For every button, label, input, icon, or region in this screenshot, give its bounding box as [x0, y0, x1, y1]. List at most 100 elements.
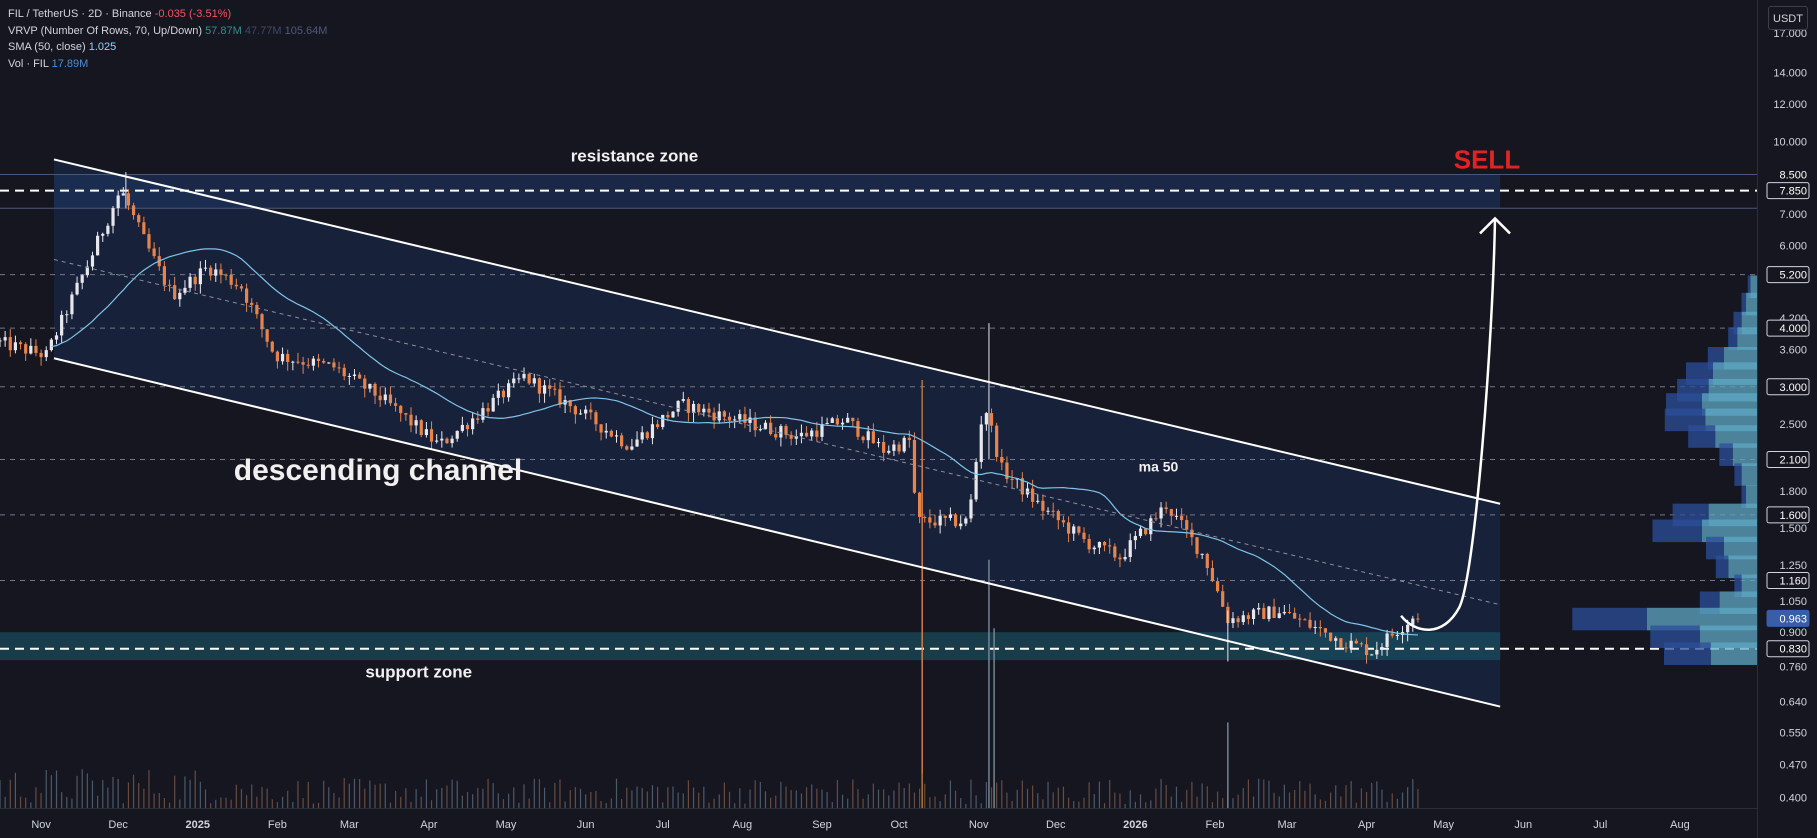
legend-vrvp-row[interactable]: VRVP (Number Of Rows, 70, Up/Down) 57.87…: [8, 23, 327, 40]
x-axis: Nov Dec 2025 Feb Mar Apr May Jun Jul Aug Sep Oct Nov…: [0, 808, 1817, 838]
volume-bar: [210, 803, 212, 808]
volume-bar: [343, 778, 345, 808]
x-tick-label: Aug: [1670, 819, 1690, 831]
candle-body: [979, 424, 983, 462]
candle-body: [1354, 640, 1358, 644]
candle-body: [517, 378, 521, 380]
legend-vol-row[interactable]: Vol · FIL 17.89M: [8, 56, 327, 73]
channel-layer[interactable]: [53, 158, 1511, 708]
legend-symbol-row[interactable]: FIL / TetherUS · 2D · Binance -0.035 (-3…: [8, 6, 327, 23]
candle-body: [681, 399, 685, 401]
volume-bar: [975, 795, 977, 808]
candle-body: [1200, 553, 1204, 555]
annotation-ma-50[interactable]: ma 50: [1139, 458, 1179, 474]
y-price-tag-label: 0.963: [1779, 613, 1807, 625]
candle-body: [101, 233, 105, 236]
volume-bar: [954, 790, 957, 808]
volume-bar: [410, 801, 412, 808]
candle-body: [316, 358, 321, 361]
candle-body: [527, 373, 531, 384]
candle-body: [717, 411, 721, 421]
volume-bar: [533, 778, 535, 808]
volume-bar: [1001, 780, 1003, 808]
candle-body: [486, 408, 490, 412]
legend-sma-row[interactable]: SMA (50, close) 1.025: [8, 39, 327, 56]
volume-bar: [924, 783, 926, 808]
volume-bar: [66, 796, 68, 808]
volume-bar: [1237, 794, 1239, 808]
currency-unit-button[interactable]: USDT: [1768, 6, 1808, 30]
annotation-support-zone[interactable]: support zone: [365, 663, 472, 682]
candle-body: [871, 431, 875, 444]
candle-body: [363, 378, 367, 389]
volume-bar: [862, 798, 864, 808]
candle-body: [260, 314, 264, 330]
y-tick-label: 1.800: [1779, 486, 1807, 498]
volume-bar: [903, 788, 905, 808]
y-tick-label: 14.000: [1773, 68, 1807, 80]
legend-vrvp-value-2: 47.77M: [244, 24, 282, 37]
volume-bar: [1283, 784, 1285, 808]
candle-body: [70, 294, 74, 315]
x-tick-label: May: [496, 819, 517, 831]
volume-bar: [970, 779, 972, 808]
candle-body: [1020, 478, 1024, 495]
channel-lower-line[interactable]: [53, 357, 1501, 708]
y-price-tag-box[interactable]: [1766, 378, 1810, 396]
y-axis-background: [1757, 0, 1817, 838]
projection-arrow-path[interactable]: [1400, 218, 1497, 631]
volume-bar: [1016, 789, 1018, 808]
candle-body: [825, 422, 829, 424]
candle-body: [763, 422, 768, 430]
resistance-zone-box[interactable]: [53, 174, 1501, 209]
candle-body: [1128, 540, 1132, 558]
y-price-tag-box[interactable]: [1766, 319, 1810, 337]
y-price-tag-box[interactable]: [1766, 450, 1810, 468]
volume-bar: [1340, 796, 1342, 808]
y-price-tag-box[interactable]: [1766, 640, 1810, 658]
annotation-resistance-zone[interactable]: resistance zone: [571, 147, 699, 166]
candle-body: [481, 408, 485, 420]
candle-body: [1349, 640, 1353, 649]
volume-bar: [852, 779, 854, 808]
candle-body: [835, 418, 840, 425]
volume-bar: [1242, 787, 1244, 808]
candle-body: [1359, 643, 1364, 645]
y-price-tag-box[interactable]: [1766, 182, 1810, 200]
candle-body: [352, 374, 357, 377]
volume-bar: [605, 803, 607, 808]
candle-body: [758, 429, 762, 431]
support-zone-box[interactable]: [0, 632, 1501, 661]
legend-change: -0.035 (-3.51%): [154, 8, 232, 20]
candle-body: [1364, 644, 1369, 656]
annotation-descending-channel[interactable]: descending channel: [234, 454, 522, 487]
candle-body: [568, 400, 572, 407]
candle-body: [640, 432, 644, 440]
y-price-tag-box[interactable]: [1766, 609, 1810, 627]
y-price-tag-box[interactable]: [1766, 506, 1810, 524]
zones-layer: [0, 159, 1757, 707]
volume-bar: [1319, 799, 1321, 808]
x-tick-label: Jul: [1593, 819, 1607, 831]
volume-bar: [1186, 789, 1188, 808]
volume-bar: [698, 792, 700, 808]
candle-body: [126, 193, 131, 206]
y-price-tag-box[interactable]: [1766, 266, 1810, 284]
candle-body: [1390, 633, 1394, 636]
x-tick-label: Nov: [969, 819, 989, 831]
y-price-tag-label: 7.850: [1779, 186, 1807, 198]
volume-bar: [857, 789, 859, 808]
channel-upper-line[interactable]: [53, 158, 1501, 505]
volume-bar: [811, 784, 813, 808]
sell-label[interactable]: SELL: [1454, 144, 1521, 174]
volume-bar: [215, 799, 217, 808]
y-price-tag-box[interactable]: [1766, 571, 1810, 589]
candle-body: [1231, 618, 1235, 624]
legend-vol-value: 17.89M: [51, 57, 89, 70]
candle-body: [460, 424, 464, 431]
candle-body: [804, 432, 809, 437]
y-price-tag-label: 5.200: [1779, 270, 1807, 282]
candle-body: [1185, 520, 1189, 530]
volume-bar: [50, 775, 52, 808]
